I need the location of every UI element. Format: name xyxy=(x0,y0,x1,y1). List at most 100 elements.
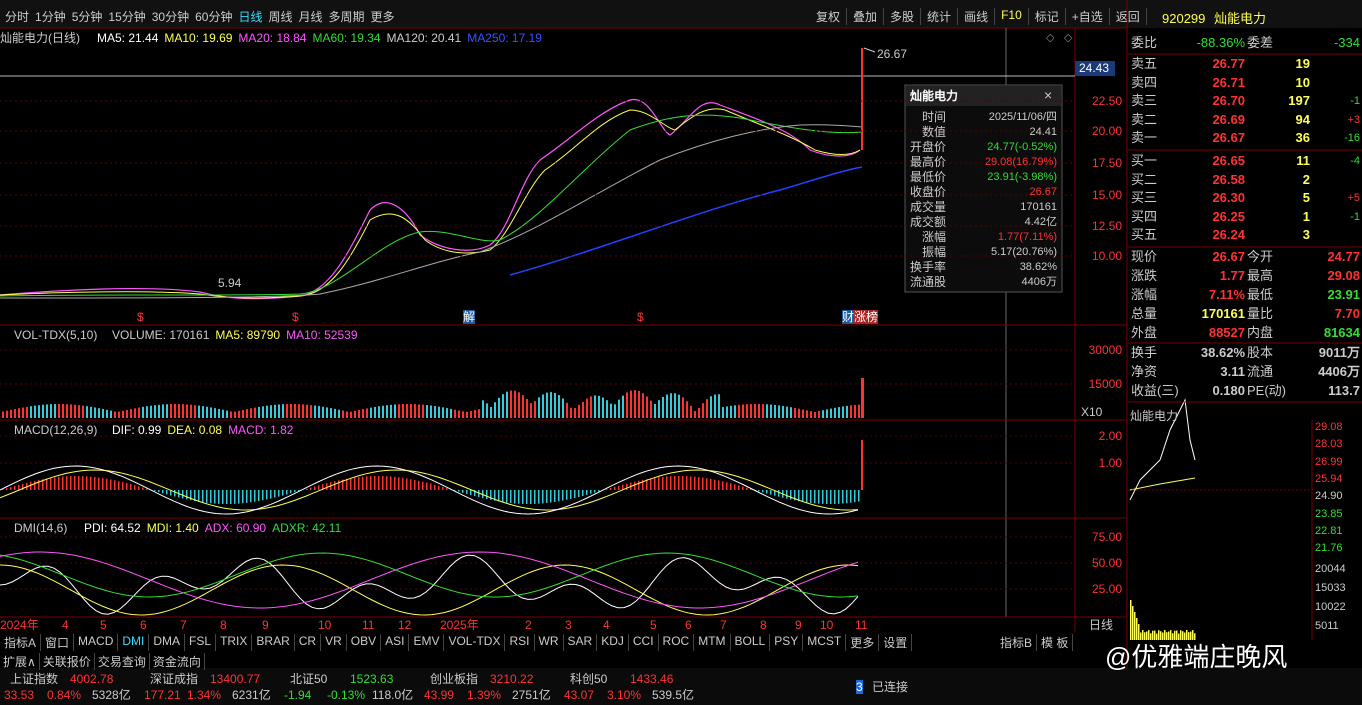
popup-label: 数值 xyxy=(921,125,946,139)
tool-button[interactable]: +自选 xyxy=(1066,8,1110,25)
volume-bar xyxy=(718,394,720,418)
indicator-tab[interactable]: 更多 xyxy=(846,634,880,651)
mini-tick: 23.85 xyxy=(1315,507,1343,520)
macd-bar xyxy=(146,488,148,490)
period-tab[interactable]: 周线 xyxy=(268,10,293,24)
volume-bar xyxy=(590,396,592,418)
icon[interactable]: ◇ xyxy=(1046,32,1055,44)
indicator-tab[interactable]: BOLL xyxy=(731,634,771,651)
volume-bar xyxy=(418,404,420,418)
indicator-name: MACD(12,26,9) xyxy=(14,423,98,437)
indicator-tab[interactable]: KDJ xyxy=(597,634,629,651)
indicator-tab[interactable]: VR xyxy=(321,634,347,651)
event-marker[interactable]: 财 xyxy=(842,310,855,324)
close-icon[interactable]: × xyxy=(1044,87,1052,103)
period-tab[interactable]: 日线 xyxy=(238,10,263,24)
volume-bar xyxy=(422,404,424,418)
extra-tab[interactable]: 交易查询 xyxy=(95,653,150,670)
event-marker[interactable]: $ xyxy=(137,310,144,324)
event-marker[interactable]: 解 xyxy=(463,310,476,324)
volume-bar xyxy=(482,400,484,418)
macd-bar xyxy=(74,476,76,490)
index-pct: 1.39% xyxy=(467,688,502,702)
tool-button[interactable]: 返回 xyxy=(1110,8,1147,25)
popup-value: 23.91(-3.98%) xyxy=(987,171,1057,183)
mini-volume-bar xyxy=(1170,630,1172,640)
indicator-tab[interactable]: 设置 xyxy=(879,634,913,651)
indicator-tab[interactable]: PSY xyxy=(770,634,804,651)
period-tab[interactable]: 60分钟 xyxy=(195,10,233,24)
icon[interactable]: ◇ xyxy=(1064,32,1073,44)
tool-button[interactable]: 叠加 xyxy=(847,8,885,25)
indicator-tab[interactable]: 窗口 xyxy=(41,634,75,651)
indicator-tab[interactable]: EMV xyxy=(409,634,445,651)
indicator-tab[interactable]: MACD xyxy=(74,634,119,651)
indicator-tab[interactable]: SAR xyxy=(564,634,598,651)
tool-button[interactable]: 多股 xyxy=(884,8,922,25)
volume-bar xyxy=(382,405,384,418)
macd-bar xyxy=(846,490,848,504)
indicator-tab[interactable]: ASI xyxy=(381,634,410,651)
macd-bar xyxy=(858,490,860,502)
indicator-tab[interactable]: MTM xyxy=(694,634,731,651)
period-tab[interactable]: 分时 xyxy=(5,10,30,24)
macd-bar xyxy=(466,490,468,494)
period-tab[interactable]: 月线 xyxy=(298,10,323,24)
indicator-tab[interactable]: 指标A xyxy=(0,634,42,651)
indicator-tab[interactable]: DMI xyxy=(118,634,150,651)
event-marker[interactable]: $ xyxy=(292,310,299,324)
index-value: 3210.22 xyxy=(490,672,534,686)
volume-bar xyxy=(190,404,192,418)
indicator-tab[interactable]: VOL-TDX xyxy=(444,634,506,651)
ma-label-bar: MA5: 21.44 MA10: 19.69 MA20: 18.84 MA60: 19… xyxy=(94,31,545,45)
macd-bar xyxy=(722,481,724,490)
indicator-tab[interactable]: DMA xyxy=(149,634,186,651)
tool-button[interactable]: 标记 xyxy=(1029,8,1066,25)
period-tab[interactable]: 15分钟 xyxy=(108,10,146,24)
event-marker[interactable]: $ xyxy=(637,310,644,324)
tool-button[interactable]: F10 xyxy=(995,8,1029,25)
tool-button[interactable]: 画线 xyxy=(958,8,996,25)
dmi-line xyxy=(0,552,859,598)
event-marker[interactable]: 涨榜 xyxy=(854,310,879,324)
period-tab[interactable]: 多周期 xyxy=(328,10,365,24)
dmi-line xyxy=(0,551,859,609)
indicator-tab[interactable]: OBV xyxy=(347,634,382,651)
date-label: 2024年 xyxy=(0,618,39,632)
volume-bar xyxy=(570,407,572,418)
popup-value: 170161 xyxy=(1020,201,1057,213)
indicator-tab[interactable]: ROC xyxy=(659,634,695,651)
macd-bar xyxy=(358,477,360,490)
tool-button[interactable]: 统计 xyxy=(921,8,959,25)
ma-label: MA10: 19.69 xyxy=(164,31,233,45)
indicator-tab[interactable]: MCST xyxy=(803,634,847,651)
macd-bar xyxy=(202,490,204,503)
volume-bar xyxy=(182,404,184,418)
scale-label: X10 xyxy=(1081,405,1103,419)
macd-bar xyxy=(706,478,708,490)
extra-tab[interactable]: 扩展∧ xyxy=(0,653,40,670)
mini-volume-bar xyxy=(1144,632,1146,640)
macd-bar xyxy=(762,490,764,493)
indicator-tab[interactable]: FSL xyxy=(185,634,217,651)
period-tab[interactable]: 5分钟 xyxy=(71,10,103,24)
indicator-tab[interactable]: RSI xyxy=(505,634,535,651)
tool-button[interactable]: 复权 xyxy=(810,8,848,25)
indicator-tab[interactable]: WR xyxy=(535,634,564,651)
period-tab[interactable]: 更多 xyxy=(370,10,395,24)
indicator-tab[interactable]: CR xyxy=(295,634,322,651)
period-tab[interactable]: 30分钟 xyxy=(151,10,190,24)
quote-label: PE(动) xyxy=(1247,383,1287,398)
macd-line xyxy=(0,465,859,515)
indicator-tab[interactable]: BRAR xyxy=(252,634,295,651)
period-tab[interactable]: 1分钟 xyxy=(35,10,66,24)
indicator-tab[interactable]: 指标B xyxy=(996,634,1038,651)
indicator-tab[interactable]: TRIX xyxy=(216,634,253,651)
indicator-tab[interactable]: CCI xyxy=(629,634,659,651)
macd-bar xyxy=(434,484,436,490)
volume-bar xyxy=(698,407,700,418)
extra-tab[interactable]: 关联报价 xyxy=(40,653,95,670)
extra-tab[interactable]: 资金流向 xyxy=(150,653,205,670)
indicator-tab[interactable]: 模 板 xyxy=(1037,634,1074,651)
